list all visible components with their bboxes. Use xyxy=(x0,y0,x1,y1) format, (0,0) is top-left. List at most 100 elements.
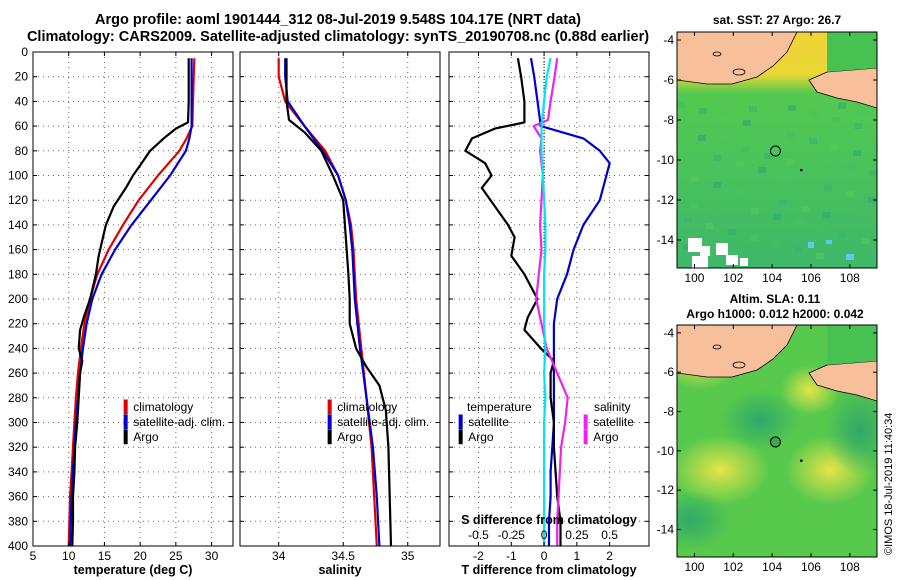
sst-pixel xyxy=(721,114,729,120)
series-group xyxy=(464,57,611,546)
map-y-tick-label: -8 xyxy=(663,405,674,419)
sst-pixel xyxy=(861,238,869,244)
sst-pixel xyxy=(802,179,810,185)
java-land xyxy=(808,360,877,402)
map-x-tick-label: 106 xyxy=(801,560,821,574)
sst-pixel xyxy=(749,106,757,112)
temperature-legend: ▍climatology ▍satellite-adj. clim. ▍Argo xyxy=(124,400,225,445)
s-tick-label: 0.25 xyxy=(565,528,589,542)
sst-pixel xyxy=(809,138,817,144)
y-tick-label: 280 xyxy=(8,391,28,405)
x-tick-label: 1 xyxy=(574,549,581,563)
map-x-tick-label: 100 xyxy=(684,560,704,574)
sla-anomaly-blob xyxy=(677,490,730,550)
x-tick-label: 30 xyxy=(205,549,219,563)
sst-pixel xyxy=(691,176,699,182)
x-tick-label: 15 xyxy=(98,549,112,563)
island xyxy=(732,68,746,76)
s-tick-label: 0.5 xyxy=(601,528,618,542)
sst-pixel xyxy=(860,109,868,115)
sst-pixel xyxy=(824,185,832,191)
y-tick-label: 140 xyxy=(8,218,28,232)
x-tick-label: 10 xyxy=(62,549,76,563)
argo-position-marker xyxy=(769,145,781,157)
t-diff-xlabel: T difference from climatology xyxy=(461,563,637,577)
sst-pixel xyxy=(853,150,861,156)
java-land xyxy=(808,67,877,109)
s-tick-label: 0 xyxy=(541,528,548,542)
sst-pixel xyxy=(847,164,855,170)
sst-pixel xyxy=(690,203,698,209)
sst-pixel xyxy=(743,120,751,126)
map-x-tick-label: 104 xyxy=(762,271,782,285)
series-line-argo xyxy=(285,58,393,546)
temperature-xlabel: temperature (deg C) xyxy=(73,563,193,577)
legend-heading: temperature xyxy=(467,400,532,414)
y-tick-label: 380 xyxy=(8,514,28,528)
y-tick-label: 40 xyxy=(15,94,29,108)
legend-entry-argo: ▍Argo xyxy=(459,430,494,444)
series-line-t-argo xyxy=(464,58,562,546)
y-tick-label: 240 xyxy=(8,341,28,355)
y-tick-label: 100 xyxy=(8,169,28,183)
map-y-tick-label: -4 xyxy=(663,33,674,47)
sst-pixel xyxy=(788,105,796,111)
y-tick-label: 300 xyxy=(8,416,28,430)
sst-pixel xyxy=(801,206,809,212)
x-tick-label: -2 xyxy=(473,549,484,563)
sla-anomaly-blob xyxy=(677,435,770,505)
y-tick-label: 400 xyxy=(8,539,28,553)
island xyxy=(732,361,746,369)
legend-entry-argo: ▍Argo xyxy=(124,430,159,444)
s-tick-label: -0.5 xyxy=(468,528,489,542)
sst-pixel xyxy=(838,103,846,109)
map-x-tick-label: 108 xyxy=(840,560,860,574)
s-diff-xlabel: S difference from climatology xyxy=(461,513,637,527)
y-tick-label: 260 xyxy=(8,366,28,380)
map-y-tick-label: -6 xyxy=(663,365,674,379)
map-y-tick-label: -12 xyxy=(657,483,675,497)
sst-pixel xyxy=(720,141,728,147)
x-tick-label: 35 xyxy=(401,549,415,563)
cool-pixel xyxy=(826,240,832,244)
sst-pixel xyxy=(831,144,839,150)
land-shadow xyxy=(827,32,877,72)
y-tick-label: 220 xyxy=(8,317,28,331)
map-y-tick-label: -10 xyxy=(657,153,675,167)
sst-pixel xyxy=(764,153,772,159)
sst-pixel xyxy=(868,197,876,203)
sst-pixel xyxy=(699,108,707,114)
sst-pixel xyxy=(795,220,803,226)
sst-pixel xyxy=(780,173,788,179)
sst-field xyxy=(677,32,877,268)
sst-pixel xyxy=(810,111,818,117)
sumatra-land xyxy=(677,32,798,85)
sst-pixel xyxy=(742,147,750,153)
y-tick-label: 160 xyxy=(8,243,28,257)
sst-pixel xyxy=(735,188,743,194)
y-tick-label: 80 xyxy=(15,144,29,158)
sst-pixel xyxy=(786,159,794,165)
map-y-tick-label: -10 xyxy=(657,444,675,458)
map-y-tick-label: -14 xyxy=(657,522,675,536)
sst-pixel xyxy=(758,167,766,173)
sst-pixel xyxy=(773,214,781,220)
no-data-patch xyxy=(740,258,748,266)
sst-pixel xyxy=(750,235,758,241)
sst-pixel xyxy=(706,223,714,229)
legend-entry-climatology: ▍climatology xyxy=(124,400,194,414)
legend-entry-argo: ▍Argo xyxy=(584,430,619,444)
x-tick-label: 25 xyxy=(169,549,183,563)
sst-pixel xyxy=(772,241,780,247)
island-dot xyxy=(799,459,803,462)
land-shadow xyxy=(827,325,877,365)
sst-pixel xyxy=(825,158,833,164)
sla-anomaly-blob xyxy=(720,390,800,450)
s-tick-label: -0.25 xyxy=(498,528,526,542)
sst-pixel xyxy=(787,132,795,138)
y-tick-label: 60 xyxy=(15,119,29,133)
sst-pixel xyxy=(728,229,736,235)
sst-pixel xyxy=(714,155,722,161)
legend-heading: salinity xyxy=(594,400,631,414)
